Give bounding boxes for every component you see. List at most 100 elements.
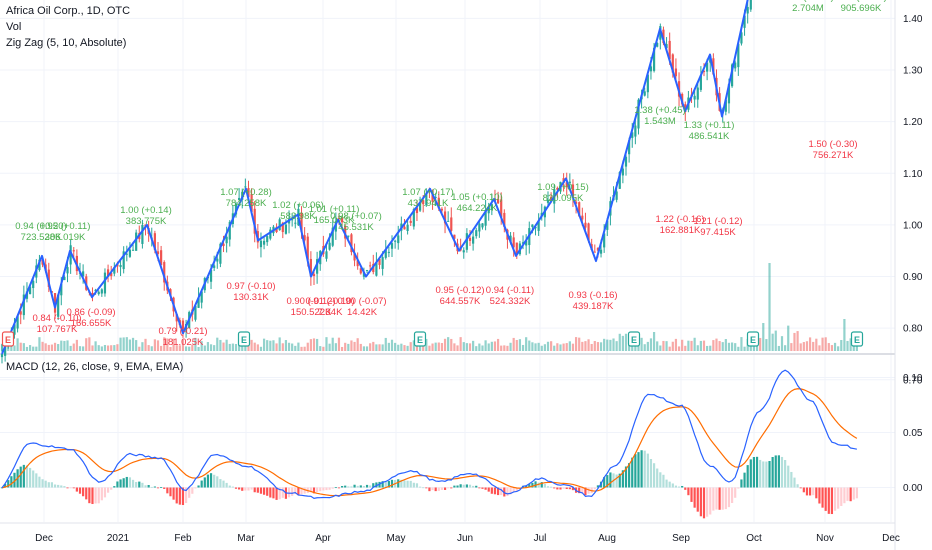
candle-body [125,253,128,255]
macd-histogram-bar [649,458,653,488]
candle-body [53,293,57,313]
volume-bar [75,339,78,351]
zigzag-label-volume: 7.34K [318,307,343,318]
macd-histogram-bar [106,487,110,493]
volume-bar [677,346,681,351]
volume-bar [397,344,400,351]
volume-bar [440,343,444,351]
volume-bar [808,337,812,351]
candle-body [496,198,500,204]
price-axis-tick: 1.30 [903,66,923,77]
volume-bar [468,343,472,351]
macd-histogram-bar [571,487,575,491]
volume-bar [122,337,125,351]
candle-body [578,202,581,217]
volume-bar [278,337,281,351]
macd-histogram-bar [78,487,82,494]
volume-bar [91,345,94,351]
volume-bar [818,345,821,351]
volume-bar [759,337,762,351]
zigzag-label: 1.22 (-0.16) [655,214,704,225]
volume-bar [16,338,19,351]
candle-body [103,272,107,294]
macd-histogram-bar [693,487,696,508]
volume-bar [213,345,216,351]
macd-histogram-bar [316,487,319,492]
volume-bar [478,343,481,351]
grid-lines [0,0,896,550]
zigzag-label-volume: 165.073K [314,215,355,226]
zigzag-label: 1.02 (+0.06) [272,200,324,211]
volume-bar [553,345,556,351]
volume-bar [696,345,699,351]
macd-histogram-bar [131,479,135,488]
macd-histogram-bar [418,486,422,488]
candle-body [316,259,319,274]
candle-body [238,197,241,201]
volume-bar [459,337,462,351]
volume-bar [481,345,484,351]
candle-body [730,64,734,87]
macd-histogram-bar [253,487,256,493]
volume-bar [612,338,615,351]
macd-histogram-bar [372,483,375,488]
macd-histogram-bar [656,468,659,488]
zigzag-legend: Zig Zag (5, 10, Absolute) [6,37,127,49]
volume-bar [462,342,465,351]
macd-histogram-bar [228,485,231,488]
candle-body [262,240,266,245]
zigzag-label: 0.94 (-0.11) [486,285,534,296]
volume-bar [194,337,197,351]
zigzag-label-volume: 1.543M [644,116,676,127]
macd-histogram-bar [13,472,16,488]
macd-histogram-bar [213,474,216,488]
volume-bar [78,346,82,351]
candle-body [531,224,534,228]
macd-histogram-bar [256,487,259,493]
candle-body [665,44,668,49]
volume-bar [291,343,294,351]
candle-body [347,235,350,237]
volume-bar [699,340,702,351]
candle-body [434,196,437,198]
macd-histogram-bar [743,472,746,488]
candle-body [57,294,60,317]
macd-histogram-bar [191,487,194,494]
candle-body [375,262,378,276]
volume-bar [334,343,337,351]
macd-histogram-bar [309,487,312,493]
volume-bar [69,345,72,351]
time-axis-tick: Jun [457,533,473,544]
macd-histogram-bar [768,461,771,488]
volume-bar [621,335,624,351]
macd-histogram-bar [752,457,756,488]
macd-histogram-bar [347,486,350,488]
volume-bar [475,346,478,351]
zigzag-label-volume: 162.881K [660,225,701,236]
zigzag-label: 1.00 (+0.14) [120,205,172,216]
macd-histogram-bar [122,478,125,488]
macd-histogram-bar [91,487,94,505]
macd-histogram-bar [784,460,787,488]
macd-histogram-bar [53,484,57,488]
volume-bar [662,340,665,351]
volume-bar [443,338,447,351]
macd-histogram-bar [262,487,266,495]
macd-histogram-bar [303,487,306,494]
volume-bar [465,343,468,351]
volume-bar [431,343,434,351]
macd-histogram-bar [562,487,565,489]
candle-body [247,187,250,198]
candle-body [110,272,113,277]
volume-bar [250,339,253,351]
volume-bar [191,344,194,351]
zigzag-label: 0.90 (-0.07) [337,296,386,307]
volume-bar [447,337,450,351]
macd-histogram-bar [531,482,534,488]
macd-histogram-bar [231,486,234,488]
macd-histogram-bar [852,487,855,500]
candle-body [312,274,316,277]
volume-bar [106,345,110,351]
